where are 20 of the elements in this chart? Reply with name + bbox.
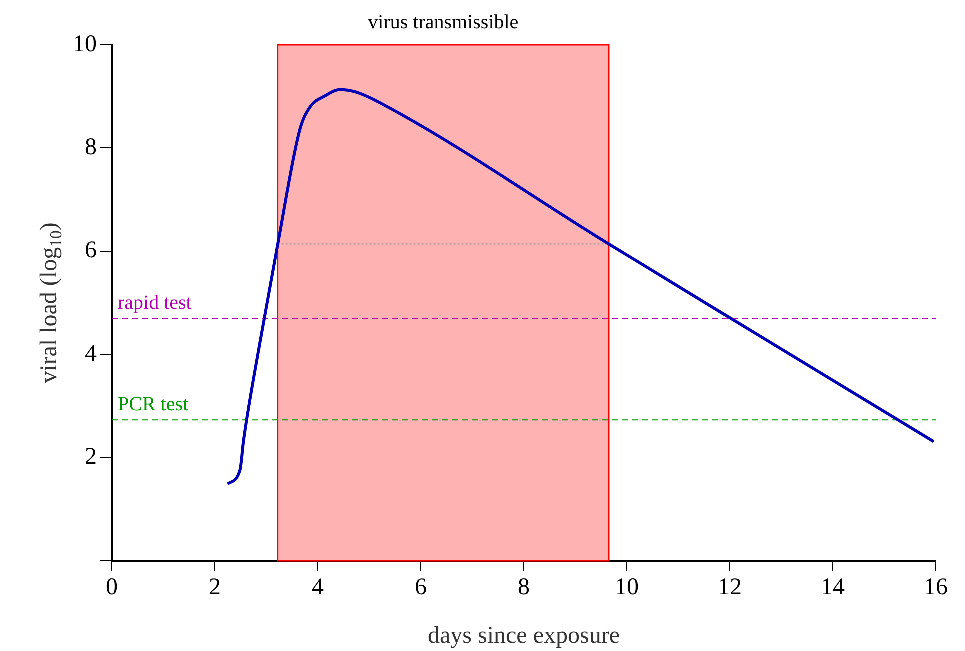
y-tick-label: 10 — [73, 31, 97, 58]
band-label: virus transmissible — [368, 11, 519, 34]
y-tick-label: 2 — [85, 444, 97, 470]
x-tick-label: 6 — [415, 574, 427, 601]
y-tick-label: 6 — [85, 238, 97, 264]
x-tick-label: 0 — [106, 574, 118, 601]
x-tick-label: 10 — [615, 574, 639, 601]
y-tick-label: 4 — [85, 340, 97, 367]
y-tick-label: 8 — [85, 134, 97, 160]
ref-line-label: rapid test — [118, 292, 192, 314]
x-tick-label: 8 — [518, 574, 530, 601]
x-tick-label: 14 — [821, 574, 845, 601]
ref-line-label: PCR test — [118, 393, 190, 416]
x-tick-label: 12 — [718, 574, 742, 601]
x-tick-label: 2 — [209, 574, 221, 601]
x-axis-title: days since exposure — [428, 622, 620, 649]
x-tick-label: 16 — [924, 574, 948, 601]
y-axis-title: viral load (log10) — [36, 222, 66, 384]
x-tick-label: 4 — [312, 574, 324, 601]
line-series — [226, 88, 936, 486]
